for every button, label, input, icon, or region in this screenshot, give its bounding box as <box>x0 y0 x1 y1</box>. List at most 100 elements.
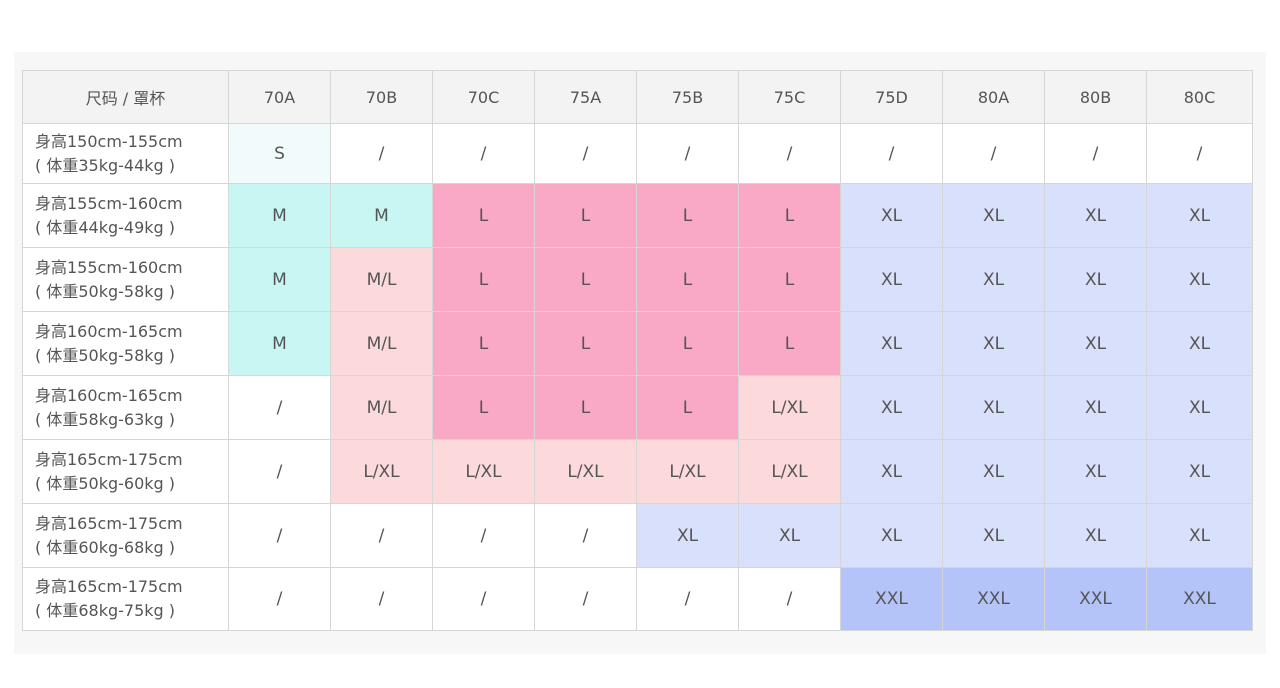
table-row: 身高150cm-155cm( 体重35kg-44kg ) S / / / / / / / / / <box>22 123 1253 184</box>
column-header: 80C <box>1146 70 1253 124</box>
size-cell: XL <box>840 247 943 312</box>
size-cell: XL <box>1146 183 1253 248</box>
size-cell: XL <box>840 375 943 440</box>
column-header: 75A <box>534 70 637 124</box>
size-cell: / <box>432 123 535 184</box>
size-cell: XL <box>1044 311 1147 376</box>
size-cell: XL <box>840 311 943 376</box>
size-chart-table: 尺码 / 罩杯 70A 70B 70C 75A 75B 75C 75D 80A … <box>22 70 1253 631</box>
size-cell: XL <box>942 503 1045 568</box>
row-label: 身高155cm-160cm ( 体重50kg-58kg ) <box>22 247 229 312</box>
size-cell: / <box>228 375 331 440</box>
size-cell: / <box>330 503 433 568</box>
row-weight-range: ( 体重68kg-75kg ) <box>35 601 175 620</box>
row-height-range: 身高150cm-155cm <box>35 131 183 151</box>
size-cell: L/XL <box>738 375 841 440</box>
size-cell: L <box>534 247 637 312</box>
row-height-range: 身高160cm-165cm <box>35 385 183 405</box>
size-cell: / <box>534 123 637 184</box>
row-height-range: 身高165cm-175cm <box>35 577 183 596</box>
row-weight-range: ( 体重50kg-58kg ) <box>35 345 175 365</box>
table-row: 身高165cm-175cm( 体重60kg-68kg ) / / / / XL XL XL XL… <box>22 503 1253 568</box>
row-weight-range: ( 体重60kg-68kg ) <box>35 537 175 557</box>
size-cell: L/XL <box>738 439 841 504</box>
table-row: 身高155cm-160cm( 体重44kg-49kg ) M M L L L L XL XL XL… <box>22 183 1253 248</box>
size-cell: L <box>432 311 535 376</box>
size-cell: / <box>330 567 433 631</box>
size-cell: XL <box>1146 311 1253 376</box>
row-weight-range: ( 体重50kg-58kg ) <box>35 281 175 301</box>
size-cell: XL <box>1044 183 1147 248</box>
size-cell: / <box>228 439 331 504</box>
size-cell: L/XL <box>636 439 739 504</box>
row-label: 身高165cm-175cm ( 体重60kg-68kg ) <box>22 503 229 568</box>
table-row: 身高165cm-175cm( 体重68kg-75kg ) / / / / / / XXL XXL… <box>22 567 1253 631</box>
size-cell: M/L <box>330 375 433 440</box>
size-cell: L <box>534 375 637 440</box>
size-cell: / <box>738 567 841 631</box>
size-cell: / <box>942 123 1045 184</box>
size-cell: L <box>432 247 535 312</box>
size-cell: XL <box>840 183 943 248</box>
size-cell: L <box>636 183 739 248</box>
row-weight-range: ( 体重44kg-49kg ) <box>35 217 175 237</box>
size-cell: / <box>534 503 637 568</box>
size-cell: / <box>636 567 739 631</box>
size-cell: / <box>432 503 535 568</box>
size-cell: XL <box>1146 439 1253 504</box>
size-cell: L/XL <box>330 439 433 504</box>
row-height-range: 身高165cm-175cm <box>35 513 183 533</box>
table-row: 身高160cm-165cm( 体重50kg-58kg ) M M/L L L L L XL XL… <box>22 311 1253 376</box>
size-cell: XL <box>1146 375 1253 440</box>
column-header: 70C <box>432 70 535 124</box>
size-cell: XL <box>1044 247 1147 312</box>
size-cell: L <box>738 183 841 248</box>
column-header: 75C <box>738 70 841 124</box>
column-header: 80B <box>1044 70 1147 124</box>
size-cell: S <box>228 123 331 184</box>
row-label: 身高165cm-175cm ( 体重68kg-75kg ) <box>22 567 229 631</box>
row-label: 身高160cm-165cm ( 体重50kg-58kg ) <box>22 311 229 376</box>
size-cell: / <box>1146 123 1253 184</box>
size-cell: / <box>738 123 841 184</box>
size-cell: / <box>432 567 535 631</box>
size-cell: XL <box>942 439 1045 504</box>
size-cell: / <box>636 123 739 184</box>
table-row: 身高155cm-160cm( 体重50kg-58kg ) M M/L L L L L XL XL… <box>22 247 1253 312</box>
size-cell: / <box>840 123 943 184</box>
size-cell: M <box>228 247 331 312</box>
size-cell: L <box>432 183 535 248</box>
row-height-range: 身高165cm-175cm <box>35 449 183 469</box>
size-cell: XXL <box>942 567 1045 631</box>
size-cell: XL <box>636 503 739 568</box>
row-weight-range: ( 体重58kg-63kg ) <box>35 409 175 429</box>
size-cell: XL <box>1146 503 1253 568</box>
size-cell: XL <box>942 247 1045 312</box>
size-cell: XL <box>1044 375 1147 440</box>
row-height-range: 身高155cm-160cm <box>35 257 183 277</box>
size-cell: L <box>636 247 739 312</box>
corner-header: 尺码 / 罩杯 <box>22 70 229 124</box>
size-cell: L <box>738 247 841 312</box>
column-header: 70B <box>330 70 433 124</box>
size-cell: XL <box>942 183 1045 248</box>
column-header: 80A <box>942 70 1045 124</box>
size-cell: M <box>228 183 331 248</box>
size-cell: XL <box>1044 503 1147 568</box>
row-label: 身高155cm-160cm ( 体重44kg-49kg ) <box>22 183 229 248</box>
column-header: 75B <box>636 70 739 124</box>
table-row: 身高165cm-175cm( 体重50kg-60kg ) / L/XL L/XL L/X… <box>22 439 1253 504</box>
size-cell: L <box>534 183 637 248</box>
size-cell: XL <box>942 311 1045 376</box>
column-header: 75D <box>840 70 943 124</box>
row-height-range: 身高155cm-160cm <box>35 193 183 213</box>
size-cell: L <box>738 311 841 376</box>
size-cell: XL <box>738 503 841 568</box>
row-label: 身高150cm-155cm ( 体重35kg-44kg ) <box>22 123 229 184</box>
row-label: 身高165cm-175cm ( 体重50kg-60kg ) <box>22 439 229 504</box>
size-cell: XL <box>840 439 943 504</box>
size-cell: / <box>228 503 331 568</box>
size-cell: M/L <box>330 311 433 376</box>
table-body: 身高150cm-155cm( 体重35kg-44kg ) S / / / / / / / / / 身高… <box>22 123 1253 631</box>
size-cell: XL <box>1146 247 1253 312</box>
